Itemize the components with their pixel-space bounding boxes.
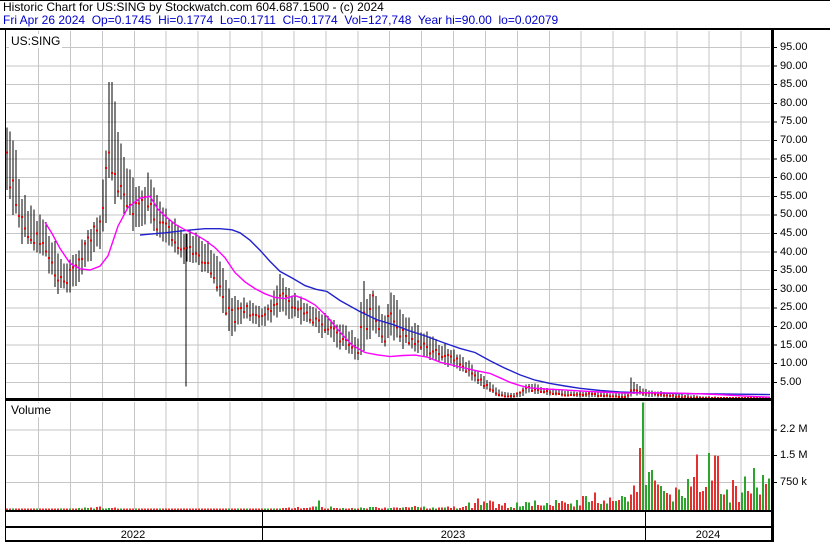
volume-axis-tick-label: 2.2 M (780, 423, 808, 436)
price-axis-tick-label: 25.00 (780, 301, 808, 314)
price-axis-tick-label: 45.00 (780, 227, 808, 239)
price-axis-tick-label: 35.00 (780, 264, 808, 277)
price-axis-tick-label: 80.00 (780, 96, 808, 109)
year-label: 2024 (695, 529, 721, 541)
volume-panel-label: Volume (9, 403, 54, 417)
price-axis-tick-label: 70.00 (780, 134, 808, 146)
price-axis-tick-label: 5.00 (780, 375, 802, 388)
price-axis-tick-label: 40.00 (780, 245, 808, 258)
volume-axis-tick-label: 750 k (780, 476, 807, 489)
price-axis-tick-label: 10.00 (780, 357, 808, 370)
quote-summary-line: Fri Apr 26 2024 Op=0.1745 Hi=0.1774 Lo=0… (3, 13, 559, 27)
chart-title: Historic Chart for US:SING by Stockwatch… (3, 0, 384, 14)
volume-axis-tick-label: 1.5 M (780, 448, 808, 461)
price-axis-tick-label: 50.00 (780, 208, 808, 221)
volume-bars (6, 402, 770, 510)
price-axis-tick-label: 85.00 (780, 78, 808, 91)
price-axis-tick-label: 15.00 (780, 338, 808, 351)
slow-moving-average (139, 227, 771, 396)
price-axis-tick-label: 60.00 (780, 171, 808, 184)
price-axis-tick-label: 30.00 (780, 282, 808, 295)
price-axis-tick-label: 65.00 (780, 152, 808, 165)
year-label: 2023 (440, 529, 466, 541)
price-bars (6, 81, 770, 399)
month-gridlines (38, 31, 742, 509)
price-axis-tick-label: 20.00 (780, 320, 808, 332)
fast-moving-average (44, 195, 771, 398)
year-label: 2022 (120, 529, 146, 541)
price-axis-tick-label: 55.00 (780, 189, 808, 202)
price-axis-tick-label: 75.00 (780, 115, 808, 128)
price-axis-tick-label: 95.00 (780, 41, 808, 53)
symbol-label: US:SING (9, 34, 63, 48)
price-axis-tick-label: 90.00 (780, 59, 808, 72)
volume-gridlines (6, 429, 770, 484)
